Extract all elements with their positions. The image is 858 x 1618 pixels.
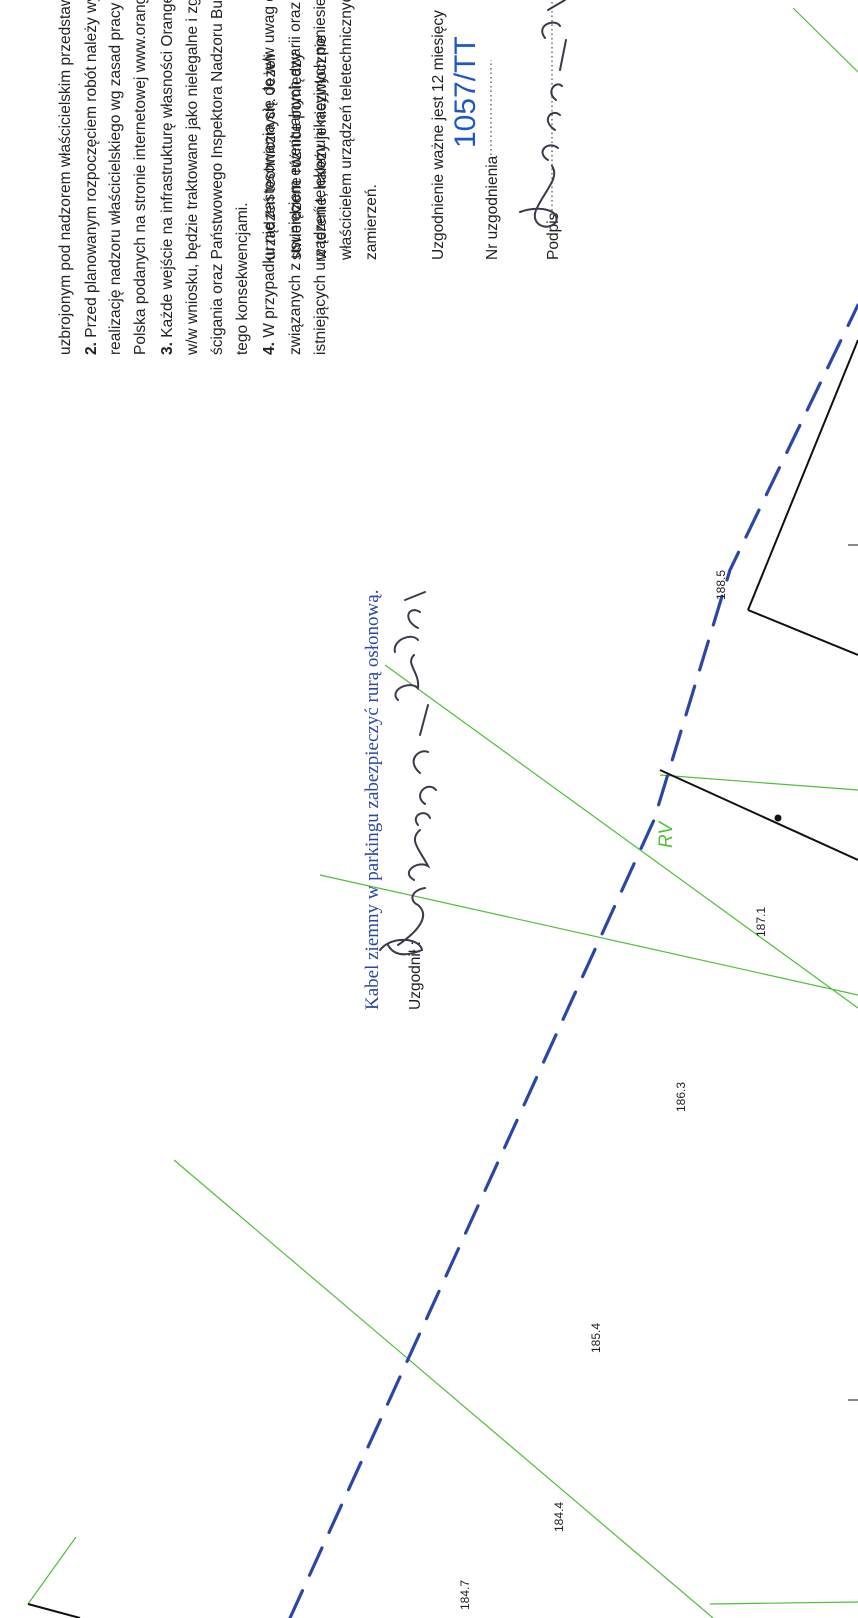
boundary-line xyxy=(384,664,858,1009)
agreed-by-label: Uzgodnił : xyxy=(407,941,424,1010)
boundary-line xyxy=(173,1159,714,1618)
conditions-text: uzbrojonym pod nadzorem właścicielskim p… xyxy=(57,0,329,356)
boundary-line xyxy=(319,874,858,996)
annotation-protective-pipe: Kabel ziemny w parkingu zabezpieczyć rur… xyxy=(362,590,383,1010)
boundary-line xyxy=(709,1601,858,1605)
parcel-boundary-lines xyxy=(27,7,858,1618)
right-note-line: w terenie, należy je niezwłocznie xyxy=(313,35,330,261)
note-line: Polska podanych na stronie internetowej … xyxy=(132,0,149,355)
building-outlines xyxy=(27,339,858,1618)
telecom-cable-line xyxy=(288,303,858,1618)
building-wall xyxy=(27,1603,81,1618)
right-note-line: właścicielem urządzeń teletechnicznych xyxy=(338,0,355,261)
elevation-label: 188.5 xyxy=(714,570,728,600)
right-notes-text: urządzeń technicznych. Jeżeli stwierdzon… xyxy=(262,0,562,261)
note-item-2: 2. Przed planowanym rozpoczęciem robót n… xyxy=(83,0,100,355)
boundary-line xyxy=(27,1536,77,1605)
note-line: realizację nadzoru właścicielskiego wg z… xyxy=(107,0,124,355)
building-outline xyxy=(747,609,858,656)
boundary-line xyxy=(659,774,858,791)
elevation-label: 184.7 xyxy=(458,1580,472,1610)
note-line: związanych z usunięciem ewentualnych awa… xyxy=(287,0,304,355)
elevation-label: 186.3 xyxy=(674,1082,688,1112)
building-wall xyxy=(747,339,858,611)
boundary-line xyxy=(792,7,858,73)
handwritten-signature-right xyxy=(519,0,567,228)
elevation-label: 187.1 xyxy=(754,907,768,937)
note-line: w/w wniosku, będzie traktowane jako niel… xyxy=(184,0,201,356)
zone-label-rv: RV xyxy=(656,820,677,848)
agreement-number-label: Nr uzgodnienia xyxy=(484,155,501,260)
right-note-line: urządzeń technicznych. Jeżeli xyxy=(262,54,279,260)
elevation-label: 184.4 xyxy=(552,1502,566,1532)
building-wall xyxy=(659,769,858,861)
note-line: uzbrojonym pod nadzorem właścicielskim p… xyxy=(57,0,74,355)
agreement-number: 1057/TT xyxy=(449,36,482,148)
validity-note: Uzgodnienie ważne jest 12 miesięcy xyxy=(430,10,447,260)
note-item-3: 3. Każde wejście na infrastrukturę własn… xyxy=(159,0,176,355)
right-note-line: zamierzeń. xyxy=(363,184,380,260)
note-line: tego konsekwencjami. xyxy=(234,203,251,356)
signature-label: Podpis xyxy=(545,212,562,260)
note-line: ścigania oraz Państwowego Inspektora Nad… xyxy=(209,0,226,355)
note-line: istniejących urządzeń telekomunikacyjnyc… xyxy=(312,0,329,355)
right-note-line: stwierdzone różnice pomiędzy xyxy=(288,52,305,260)
survey-point xyxy=(774,814,782,822)
elevation-label: 185.4 xyxy=(589,1323,603,1353)
handwritten-signature xyxy=(379,591,437,956)
note-item-4: 4. W przypadku nie zastosowania się do w… xyxy=(261,0,278,355)
